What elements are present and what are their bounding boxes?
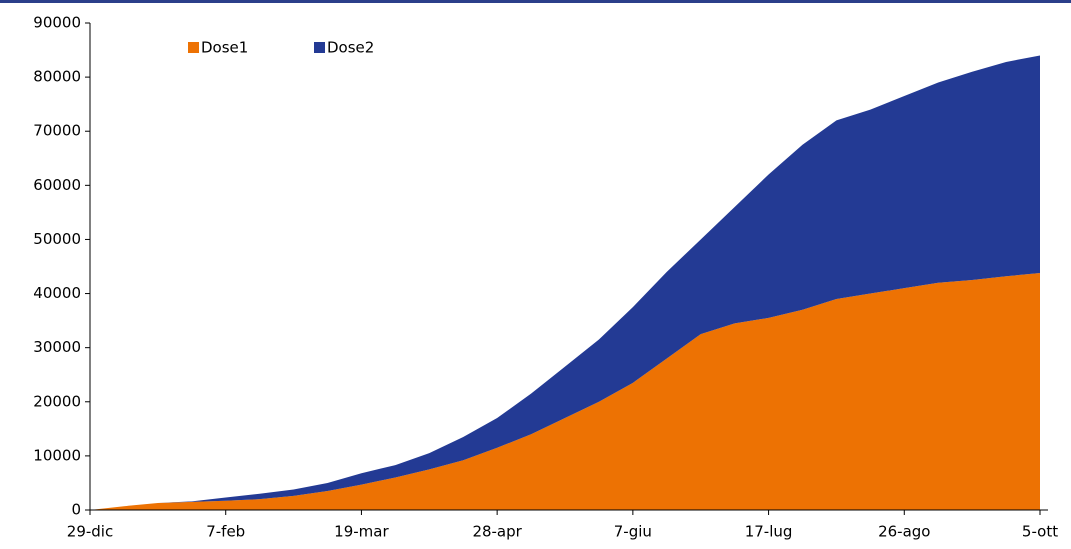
- top-border: [0, 0, 1071, 3]
- y-tick-label: 60000: [33, 176, 81, 194]
- y-tick-label: 20000: [33, 392, 81, 410]
- x-tick-label: 26-ago: [878, 523, 930, 541]
- y-tick-label: 10000: [33, 446, 81, 464]
- area: [90, 55, 1040, 510]
- x-tick-label: 17-lug: [745, 523, 793, 541]
- x-tick-label: 7-giu: [614, 523, 652, 541]
- y-tick-label: 90000: [33, 14, 81, 32]
- legend-label: Dose1: [201, 39, 248, 57]
- x-tick-label: 5-ott: [1022, 523, 1058, 541]
- y-tick-label: 30000: [33, 338, 81, 356]
- x-tick-label: 7-feb: [206, 523, 245, 541]
- x-tick-label: 19-mar: [334, 523, 389, 541]
- y-tick-label: 70000: [33, 122, 81, 140]
- y-tick-label: 40000: [33, 284, 81, 302]
- y-tick-label: 80000: [33, 68, 81, 86]
- legend-label: Dose2: [327, 39, 374, 57]
- y-tick-label: 50000: [33, 230, 81, 248]
- legend-swatch: [314, 42, 325, 53]
- x-tick-label: 29-dic: [67, 523, 113, 541]
- x-tick-label: 28-apr: [472, 523, 522, 541]
- area: [90, 272, 1040, 510]
- y-tick-label: 0: [71, 501, 81, 519]
- legend-swatch: [188, 42, 199, 53]
